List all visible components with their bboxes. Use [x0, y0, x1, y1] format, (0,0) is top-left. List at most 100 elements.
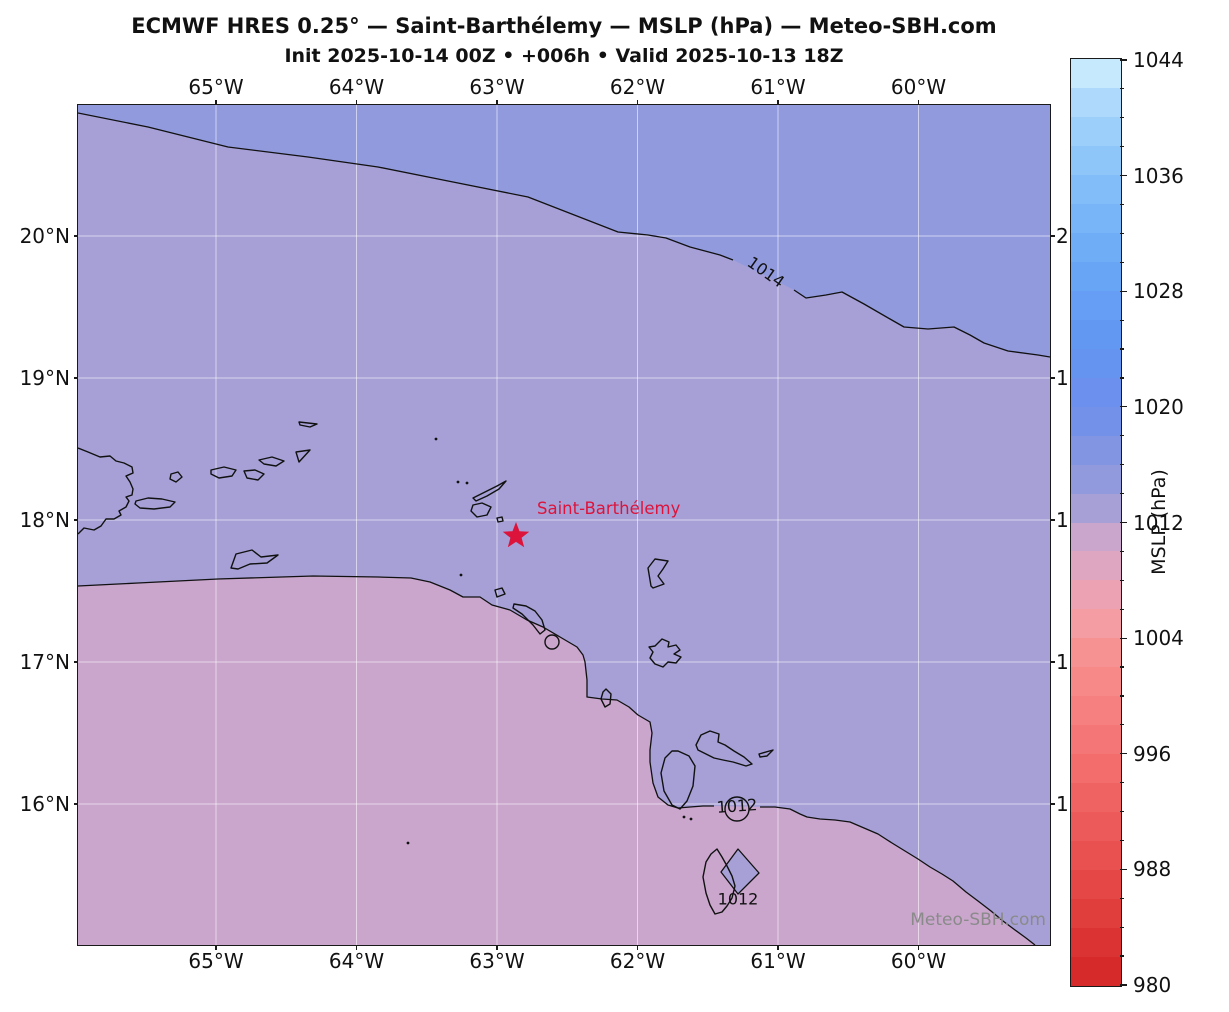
- colorbar-tick: [1120, 290, 1127, 292]
- tick-right: [1050, 661, 1055, 663]
- colorbar-tick: [1120, 232, 1124, 235]
- tick-top: [636, 99, 639, 104]
- isobar-label-1012: 1012: [717, 889, 759, 909]
- colorbar-tick: [1120, 782, 1124, 784]
- colorbar-band: [1071, 696, 1121, 726]
- colorbar-tick: [1120, 406, 1127, 408]
- colorbar-band: [1071, 348, 1121, 378]
- coastline-anegada: [298, 421, 318, 428]
- colorbar-band: [1071, 377, 1121, 407]
- colorbar-bands: [1071, 59, 1121, 986]
- coastline-antigua: [648, 638, 682, 668]
- isobar-label-1012: 1012: [716, 795, 758, 817]
- colorbar-band: [1071, 638, 1121, 668]
- colorbar-band: [1071, 493, 1121, 523]
- islet-dot: [465, 481, 469, 485]
- pressure-map: [78, 105, 1050, 945]
- tick-right: [1050, 377, 1055, 379]
- colorbar-tick: [1120, 579, 1124, 581]
- colorbar-tick: [1120, 377, 1124, 379]
- x-tick-top-63°W: 63°W: [469, 75, 525, 99]
- coastline-st-croix: [230, 549, 279, 570]
- coastline-la-desirade: [758, 749, 774, 758]
- x-tick-bottom-61°W: 61°W: [750, 949, 806, 973]
- colorbar-tick: [1120, 810, 1124, 813]
- colorbar-band: [1071, 667, 1121, 697]
- colorbar-band: [1071, 261, 1121, 291]
- x-tick-bottom-63°W: 63°W: [469, 949, 525, 973]
- coastline-st-martin: [470, 502, 492, 518]
- islet-dot: [682, 815, 686, 819]
- colorbar-tick: [1120, 608, 1124, 610]
- chart-subtitle: Init 2025-10-14 00Z • +006h • Valid 2025…: [284, 45, 844, 67]
- band-1010-1012-fill: [78, 576, 1035, 945]
- colorbar-band: [1071, 783, 1121, 813]
- colorbar-tick-label-1044: 1044: [1133, 48, 1184, 72]
- colorbar-band: [1071, 406, 1121, 436]
- colorbar-tick-label-980: 980: [1133, 973, 1172, 997]
- tick-top: [355, 99, 358, 104]
- colorbar-tick: [1120, 203, 1124, 206]
- colorbar-band: [1071, 812, 1121, 842]
- colorbar-tick-label-996: 996: [1133, 741, 1172, 766]
- coastline-dominica: [702, 848, 736, 915]
- tick-bottom: [777, 945, 779, 950]
- colorbar-tick: [1120, 464, 1124, 466]
- colorbar-tick: [1120, 926, 1124, 928]
- colorbar-band: [1071, 870, 1121, 900]
- y-tick-left-18°N: 18°N: [19, 508, 70, 532]
- colorbar-tick: [1120, 435, 1124, 437]
- x-tick-top-64°W: 64°W: [328, 75, 385, 99]
- colorbar-band: [1071, 754, 1121, 784]
- colorbar-tick-label-1020: 1020: [1133, 394, 1184, 419]
- y-tick-left-17°N: 17°N: [19, 650, 70, 674]
- colorbar-tick-label-988: 988: [1133, 857, 1172, 882]
- colorbar-band: [1071, 522, 1121, 552]
- colorbar-tick: [1120, 753, 1127, 755]
- colorbar-band: [1071, 232, 1121, 262]
- tick-left: [73, 519, 78, 521]
- x-tick-bottom-62°W: 62°W: [609, 949, 666, 973]
- colorbar-tick: [1120, 955, 1124, 957]
- islet-dot: [459, 573, 463, 577]
- colorbar-tick: [1120, 984, 1127, 986]
- islet-dot: [456, 480, 460, 484]
- coastline-tortola: [258, 456, 285, 467]
- coastline-barbuda: [647, 558, 669, 589]
- colorbar-band: [1071, 899, 1121, 929]
- station-label: Saint-Barthélemy: [537, 499, 681, 518]
- islet-dot: [406, 841, 410, 845]
- tick-top: [917, 99, 920, 104]
- tick-top: [777, 99, 779, 104]
- y-tick-left-16°N: 16°N: [19, 792, 70, 816]
- colorbar-tick: [1120, 348, 1124, 350]
- isobar-1012: [78, 575, 714, 809]
- coastline-st-barth-island: [496, 516, 504, 523]
- isobar-1014: [793, 289, 1050, 358]
- colorbar-tick-label-1004: 1004: [1133, 626, 1184, 651]
- colorbar-band: [1071, 928, 1121, 958]
- tick-right: [1050, 803, 1055, 805]
- tick-right: [1050, 519, 1055, 521]
- coastline-guadeloupe-grande-terre: [695, 730, 753, 767]
- colorbar-band: [1071, 464, 1121, 494]
- watermark: Meteo-SBH.com: [910, 910, 1046, 930]
- colorbar-tick-label-1012: 1012: [1133, 510, 1184, 535]
- band-1014-1016-fill: [78, 105, 1050, 357]
- colorbar-tick: [1120, 666, 1124, 668]
- colorbar-tick: [1120, 88, 1124, 90]
- coastline-anguilla: [472, 480, 507, 502]
- colorbar-tick: [1120, 261, 1124, 263]
- isobar-1014: [78, 112, 734, 261]
- x-tick-bottom-65°W: 65°W: [188, 949, 244, 973]
- colorbar-tick: [1120, 695, 1124, 697]
- coastline-culebra: [169, 471, 183, 483]
- colorbar-band: [1071, 59, 1121, 88]
- tick-top: [496, 99, 498, 104]
- colorbar-band: [1071, 725, 1121, 755]
- chart-title: ECMWF HRES 0.25° — Saint-Barthélemy — MS…: [131, 14, 997, 38]
- colorbar-tick-label-1036: 1036: [1133, 163, 1184, 188]
- coastline-st-kitts: [512, 603, 546, 635]
- colorbar-band: [1071, 290, 1121, 320]
